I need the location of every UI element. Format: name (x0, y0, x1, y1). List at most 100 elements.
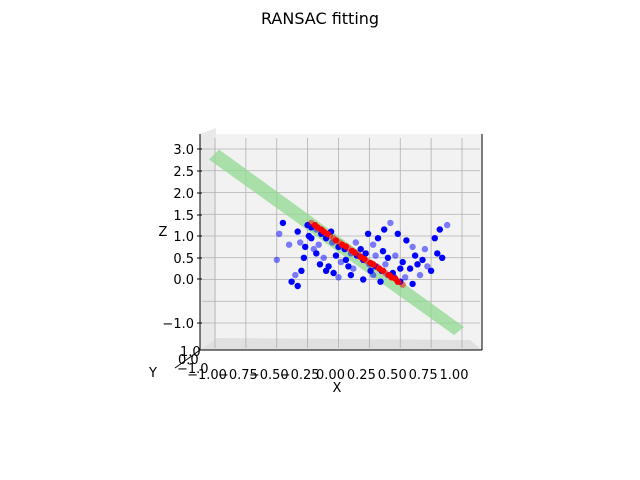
outlier-point (352, 239, 359, 246)
outlier-point (409, 280, 416, 288)
outlier-point (302, 243, 309, 251)
y-tick-labels: −1.00.01.0 (177, 345, 209, 377)
outlier-point (427, 267, 435, 274)
outlier-point (403, 237, 410, 244)
outlier-point (382, 261, 389, 268)
outlier-point (305, 232, 313, 240)
outlier-point (294, 282, 301, 290)
scatter-points (273, 219, 451, 290)
x-tick-label: −0.50 (249, 368, 289, 383)
outlier-point (421, 245, 429, 253)
outlier-point (384, 254, 392, 261)
outlier-point (316, 261, 324, 268)
z-axis-label: Z (159, 225, 168, 240)
outlier-point (297, 239, 304, 246)
outlier-point (434, 250, 441, 257)
chart-title: RANSAC fitting (261, 9, 379, 28)
z-tick-label: 2.5 (173, 165, 194, 180)
inlier-point (385, 271, 393, 279)
z-tick-label: 0.0 (173, 273, 194, 288)
inlier-point (399, 281, 406, 288)
outlier-point (292, 271, 299, 279)
outlier-point (300, 254, 308, 261)
inlier-point (324, 230, 331, 237)
outlier-point (315, 241, 322, 248)
y-tick-label: 0.0 (178, 353, 199, 368)
inlier-point (336, 239, 343, 246)
x-tick-label: 1.00 (440, 368, 469, 383)
inlier-point (330, 235, 337, 242)
outlier-point (377, 278, 384, 285)
x-tick-labels: −1.00−0.75−0.50−0.250.00 0.25 0.50 0.75 1.00 (187, 368, 468, 383)
outlier-point (325, 263, 332, 270)
outlier-point (357, 245, 364, 253)
x-axis-label: X (333, 381, 342, 396)
inlier-point (348, 247, 356, 254)
outlier-point (362, 250, 369, 257)
outlier-point (285, 241, 293, 248)
outlier-point (424, 263, 431, 270)
y-tick-label: −1.0 (177, 362, 209, 377)
x-tick-label: −0.75 (218, 368, 258, 383)
outlier-point (431, 235, 438, 242)
outlier-point (298, 267, 305, 274)
outlier-point (360, 276, 367, 283)
outlier-point (444, 221, 451, 229)
x-tick-label: −0.25 (280, 368, 320, 383)
outlier-point (387, 219, 394, 227)
x-tick-label: −1.00 (187, 368, 227, 383)
inlier-point (361, 255, 368, 263)
outlier-point (369, 241, 377, 248)
outlier-point (406, 265, 414, 272)
outlier-point (397, 265, 404, 272)
outlier-point (436, 226, 443, 233)
outlier-point (342, 256, 350, 264)
outlier-point (347, 271, 355, 279)
y-axis-line (174, 349, 201, 369)
outlier-point (337, 258, 345, 266)
axes-3d: −1.00−0.75−0.50−0.250.00 0.25 0.50 0.75 1.00… (148, 128, 483, 396)
outlier-point (411, 252, 419, 259)
inlier-point (379, 267, 387, 274)
outlier-point (374, 235, 382, 242)
inlier-point (392, 275, 399, 282)
outlier-point (409, 243, 416, 251)
outlier-point (392, 252, 399, 259)
x-tick-label: 0.00 (316, 368, 345, 383)
outlier-point (379, 248, 387, 255)
inlier-point (342, 243, 350, 250)
outlier-point (345, 263, 352, 270)
inlier-point (318, 226, 325, 233)
outlier-point (335, 274, 342, 281)
x-tick-label: 0.50 (378, 368, 407, 383)
outlier-point (399, 258, 406, 266)
y-axis-label: Y (148, 366, 157, 381)
outlier-point (394, 230, 401, 237)
outlier-point (381, 226, 388, 233)
outlier-point (294, 228, 301, 235)
outlier-point (332, 252, 340, 259)
z-tick-label: 0.5 (173, 252, 194, 267)
outlier-point (372, 252, 379, 259)
outlier-point (350, 265, 357, 272)
outlier-point (320, 254, 327, 261)
outlier-point (276, 230, 283, 237)
x-tick-label: 0.25 (347, 368, 376, 383)
outlier-point (364, 230, 372, 237)
outlier-point (288, 278, 295, 285)
z-tick-label: 3.0 (173, 143, 194, 158)
outlier-point (414, 261, 421, 268)
z-tick-label: 1.5 (173, 209, 194, 224)
x-tick-label: 0.75 (409, 368, 438, 383)
inlier-point (367, 259, 374, 267)
inlier-point (311, 221, 319, 229)
y-tick-label: 1.0 (180, 345, 201, 360)
floor-pane (200, 338, 482, 350)
outlier-point (330, 269, 337, 277)
inlier-point (373, 263, 380, 270)
z-tick-label: 1.0 (173, 230, 194, 245)
inlier-point (355, 251, 362, 258)
outlier-point (279, 219, 287, 227)
z-tick-label: 2.0 (173, 187, 194, 202)
